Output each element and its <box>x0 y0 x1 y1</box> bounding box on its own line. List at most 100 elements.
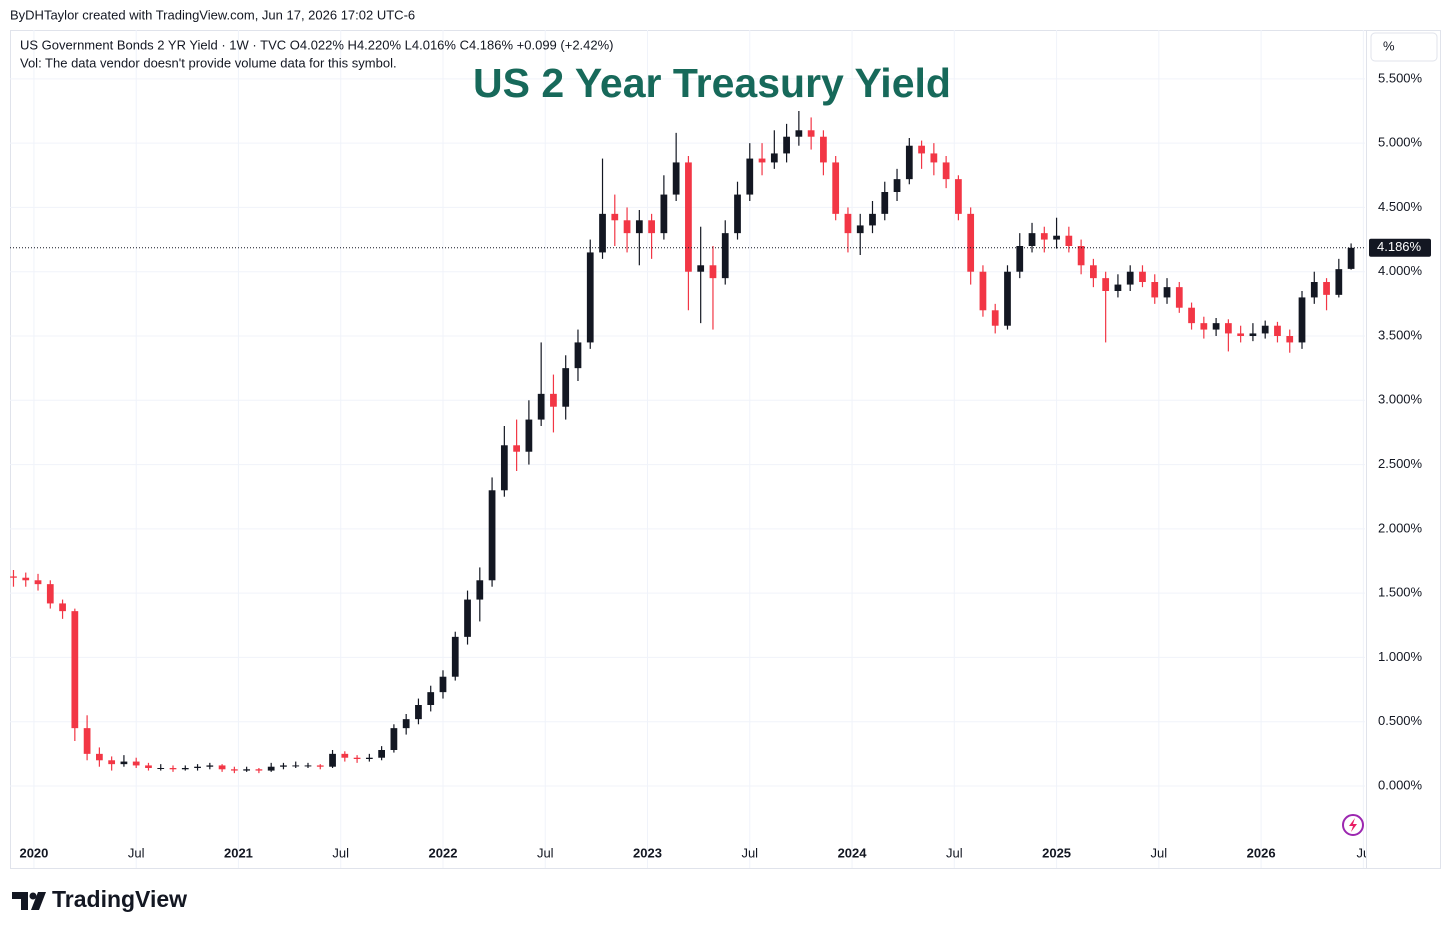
candle-body <box>378 750 386 758</box>
y-tick-label: 5.500% <box>1378 70 1423 85</box>
candle-body <box>1016 246 1024 272</box>
y-tick-label: 0.000% <box>1378 777 1423 792</box>
candle-body <box>476 580 484 600</box>
candle-body <box>1212 323 1220 330</box>
candle-body <box>1065 235 1073 246</box>
candle-body <box>1028 233 1036 246</box>
candle-body <box>255 769 263 771</box>
candle-body <box>488 490 496 581</box>
x-tick-label: 2023 <box>633 845 662 860</box>
logo-text: TradingView <box>52 886 187 912</box>
candle-body <box>832 162 840 214</box>
candle-body <box>967 213 975 272</box>
y-tick-label: 1.500% <box>1378 585 1423 600</box>
candle-body <box>537 393 545 420</box>
candle-body <box>427 692 435 705</box>
y-axis: 0.000% 0.500% 1.000% 1.500% 2.000% 2.500% 3.00… <box>1369 70 1431 792</box>
chart-title: US 2 Year Treasury Yield <box>473 60 951 106</box>
y-tick-label: 3.500% <box>1378 327 1423 342</box>
candle-body <box>1335 269 1343 295</box>
candle-body <box>599 213 606 253</box>
candle-body <box>513 445 520 452</box>
y-tick-label: 1.000% <box>1378 649 1423 664</box>
candle-body <box>721 233 729 279</box>
candle-body <box>623 220 631 234</box>
candle-body <box>1077 246 1085 266</box>
candle-body <box>1114 284 1122 291</box>
candle-body <box>280 765 287 767</box>
candle-body <box>1286 336 1294 343</box>
y-tick-label: 4.500% <box>1378 199 1423 214</box>
candle-body <box>795 130 803 137</box>
price-axis-panel <box>1366 31 1440 868</box>
candle-body <box>930 153 938 163</box>
candle-body <box>979 271 987 311</box>
symbol-legend: US Government Bonds 2 YR Yield · 1W · TV… <box>20 37 614 52</box>
candle-body <box>1200 323 1208 330</box>
candle-body <box>1040 233 1048 240</box>
candle-body <box>942 162 950 180</box>
candle-body <box>905 145 913 180</box>
candle-body <box>1237 333 1245 336</box>
candle-body <box>206 765 214 767</box>
x-tick-label: Jul <box>741 845 758 860</box>
candle-body <box>120 761 128 765</box>
plot: 2020 Jul 2021 Jul 2022 Jul 2023 Jul 2024 Jul 2025 J… <box>10 30 1370 868</box>
candle-body <box>1139 271 1146 282</box>
candle-body <box>660 194 668 234</box>
candle-body <box>574 342 582 369</box>
candle-body <box>83 728 91 754</box>
y-tick-label: 4.000% <box>1378 263 1423 278</box>
candle-body <box>1090 265 1097 279</box>
candle-body <box>893 179 901 192</box>
candle-body <box>415 705 422 720</box>
candle-body <box>316 765 324 767</box>
unit-label: % <box>1383 38 1395 53</box>
candle-body <box>611 213 619 221</box>
candle-body <box>10 576 17 578</box>
candle-body <box>1053 235 1060 240</box>
logo-mark-a <box>12 892 28 910</box>
candle-body <box>1347 247 1355 269</box>
candle-body <box>59 603 66 612</box>
candle-body <box>34 580 42 585</box>
x-tick-label: Jul <box>128 845 145 860</box>
candle-body <box>697 265 705 272</box>
candle-body <box>1188 307 1195 324</box>
candle-body <box>169 768 177 770</box>
chart-frame <box>10 30 1441 869</box>
y-tick-label: 2.500% <box>1378 456 1423 471</box>
candle-body <box>635 220 643 234</box>
x-tick-label: Jul <box>946 845 963 860</box>
candle-body <box>1225 323 1232 334</box>
candle-body <box>1175 287 1183 308</box>
candle-body <box>500 445 508 491</box>
candle-body <box>709 265 717 279</box>
candle-body <box>1298 297 1306 343</box>
candle-body <box>218 765 226 770</box>
candle-body <box>267 766 275 771</box>
candle-body <box>464 599 471 637</box>
logo: TradingView <box>12 886 187 912</box>
candle-body <box>869 213 876 226</box>
candle-body <box>881 192 889 214</box>
candle-body <box>955 179 962 214</box>
candle-body <box>1323 282 1330 295</box>
candle-body <box>157 768 165 769</box>
candle-body <box>1004 271 1011 326</box>
candle-body <box>783 136 790 154</box>
alert-icon[interactable] <box>1342 814 1364 836</box>
unit-button[interactable] <box>1370 32 1438 62</box>
candle-body <box>1102 278 1110 291</box>
candle-body <box>1274 325 1281 336</box>
x-tick-label: Jul <box>1151 845 1168 860</box>
candle-body <box>194 766 201 768</box>
x-tick-label: 2026 <box>1247 845 1276 860</box>
last-price-box <box>1369 238 1431 257</box>
candle-body <box>71 611 79 729</box>
y-tick-label: 5.000% <box>1378 135 1423 150</box>
candle-body <box>734 194 741 234</box>
alert-bolt <box>1349 818 1357 832</box>
candle-body <box>1261 325 1269 334</box>
y-tick-label: 3.000% <box>1378 392 1423 407</box>
